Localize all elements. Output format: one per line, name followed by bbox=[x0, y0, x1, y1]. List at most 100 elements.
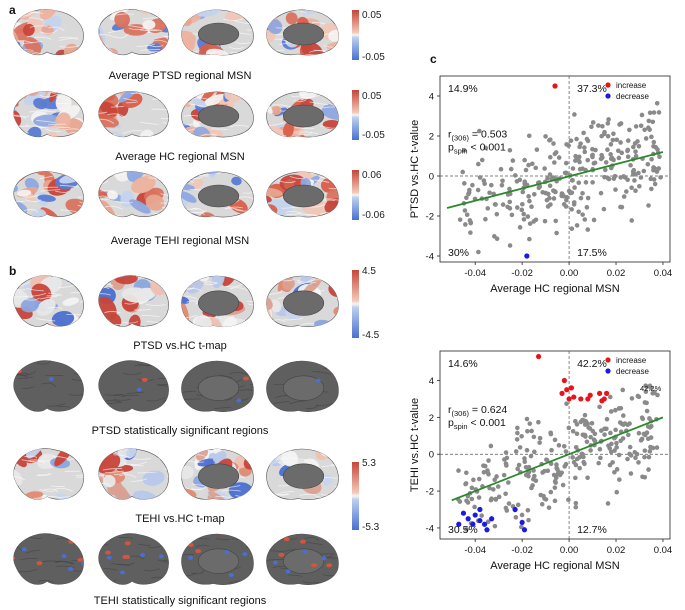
gray-point bbox=[639, 436, 645, 442]
gray-point bbox=[503, 505, 509, 511]
gray-point bbox=[574, 431, 580, 437]
quadrant-label-top-right: 37.3% bbox=[577, 83, 607, 95]
gray-point bbox=[643, 389, 649, 394]
x-tick-label: 0.00 bbox=[560, 268, 579, 279]
colorbar-a2-min: -0.05 bbox=[362, 130, 385, 141]
decrease-point bbox=[484, 527, 490, 533]
gray-point bbox=[582, 149, 588, 155]
y-axis-label: TEHI vs.HC t-value bbox=[409, 398, 421, 492]
gray-point bbox=[532, 473, 537, 479]
row-label-a1: Average PTSD regional MSN bbox=[108, 70, 252, 82]
gray-point bbox=[608, 430, 613, 436]
gray-point bbox=[611, 157, 616, 163]
gray-point bbox=[524, 416, 530, 422]
gray-point bbox=[457, 217, 463, 222]
brain-row-a1 bbox=[13, 9, 339, 56]
gray-point bbox=[630, 172, 636, 177]
gray-point bbox=[633, 149, 638, 154]
gray-point bbox=[577, 166, 583, 172]
gray-point bbox=[502, 457, 507, 462]
increase-point bbox=[599, 398, 605, 404]
gray-point bbox=[509, 212, 515, 218]
gray-point bbox=[526, 133, 532, 139]
gray-point bbox=[649, 186, 654, 192]
gray-point bbox=[464, 195, 469, 201]
brain-row-b4 bbox=[13, 533, 339, 586]
gray-point bbox=[519, 433, 524, 439]
decrease-point bbox=[512, 506, 518, 513]
gray-point bbox=[608, 142, 614, 147]
gray-point bbox=[642, 454, 647, 460]
gray-point bbox=[524, 447, 530, 453]
gray-point bbox=[631, 144, 636, 150]
fit-line bbox=[446, 151, 664, 209]
y-tick-label: -4 bbox=[426, 523, 434, 534]
quadrant-label-bottom-left: 30.5% bbox=[448, 524, 478, 536]
gray-point bbox=[479, 513, 484, 518]
gray-point bbox=[527, 236, 532, 242]
gray-point bbox=[657, 154, 662, 160]
gray-point bbox=[530, 483, 535, 488]
gray-point bbox=[494, 211, 500, 217]
gray-point bbox=[633, 124, 639, 129]
gray-point bbox=[582, 412, 588, 418]
gray-point bbox=[590, 146, 595, 152]
gray-point bbox=[584, 205, 590, 210]
gray-point bbox=[528, 453, 534, 459]
gray-point bbox=[525, 507, 531, 513]
gray-point bbox=[475, 161, 481, 167]
gray-point bbox=[514, 437, 520, 442]
gray-point bbox=[619, 204, 625, 210]
gray-point bbox=[552, 498, 558, 504]
panel-label-c: c bbox=[430, 52, 437, 66]
gray-point bbox=[482, 463, 488, 469]
quadrant-label-bottom-right: 12.7% bbox=[577, 524, 607, 536]
quadrant-label-top-left: 14.9% bbox=[448, 83, 478, 95]
gray-point bbox=[633, 188, 638, 194]
gray-point bbox=[477, 128, 482, 134]
gray-point bbox=[566, 497, 571, 503]
decrease-point bbox=[456, 521, 462, 527]
gray-point bbox=[514, 205, 520, 210]
gray-point bbox=[631, 167, 637, 173]
gray-point bbox=[604, 426, 609, 432]
gray-point bbox=[527, 221, 533, 226]
gray-point bbox=[526, 162, 531, 168]
gray-point bbox=[589, 124, 594, 130]
gray-point bbox=[537, 184, 543, 189]
gray-point bbox=[520, 189, 526, 195]
gray-point bbox=[515, 502, 521, 508]
gray-point bbox=[647, 449, 653, 454]
gray-point bbox=[515, 466, 520, 472]
gray-point bbox=[617, 477, 622, 482]
gray-point bbox=[510, 158, 516, 163]
gray-point bbox=[563, 204, 569, 209]
legend-label: increase bbox=[616, 356, 647, 365]
gray-point bbox=[590, 120, 596, 125]
gray-point bbox=[646, 467, 651, 472]
gray-point bbox=[585, 227, 591, 232]
increase-point bbox=[568, 385, 575, 391]
increase-point bbox=[561, 377, 567, 384]
gray-point bbox=[576, 180, 582, 186]
gray-point bbox=[576, 209, 581, 215]
gray-point bbox=[612, 448, 617, 453]
gray-point bbox=[552, 151, 558, 157]
gray-point bbox=[463, 481, 469, 486]
gray-point bbox=[517, 445, 523, 450]
gray-point bbox=[457, 499, 463, 504]
gray-point bbox=[648, 385, 653, 390]
gray-point bbox=[656, 110, 662, 115]
brain-row-b2 bbox=[13, 360, 339, 413]
gray-point bbox=[573, 444, 579, 450]
gray-point bbox=[600, 123, 605, 129]
gray-point bbox=[479, 157, 485, 163]
gray-point bbox=[655, 392, 660, 398]
y-tick-label: 4 bbox=[429, 376, 434, 387]
gray-point bbox=[463, 222, 468, 227]
gray-point bbox=[642, 127, 647, 133]
y-tick-label: 0 bbox=[429, 450, 434, 461]
stat-p: pspin < 0.001 bbox=[448, 141, 506, 155]
decrease-point bbox=[521, 527, 528, 533]
gray-point bbox=[552, 485, 558, 490]
